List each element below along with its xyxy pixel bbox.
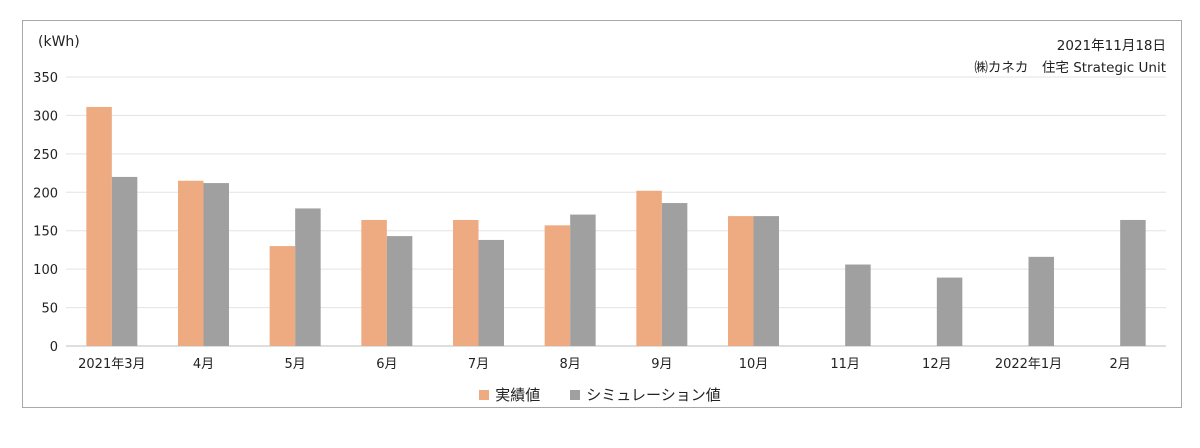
x-tick-label: 8月 xyxy=(560,357,581,372)
bar-actual xyxy=(86,106,112,346)
x-tick-label: 9月 xyxy=(651,357,672,372)
legend-item-simulation: シミュレーション値 xyxy=(570,384,721,405)
bar-actual xyxy=(361,219,387,346)
bar-simulation xyxy=(203,183,229,346)
y-tick-label: 250 xyxy=(33,148,58,163)
y-tick-label: 100 xyxy=(33,263,58,278)
x-tick-label: 2021年3月 xyxy=(78,357,145,372)
chart-organization: ㈱カネカ 住宅 Strategic Unit xyxy=(974,60,1166,76)
y-unit-label: (kWh) xyxy=(38,34,80,50)
bar-actual xyxy=(636,190,662,346)
bar-simulation xyxy=(570,214,596,346)
bar-simulation xyxy=(753,216,779,346)
legend-label-actual: 実績値 xyxy=(495,386,541,404)
y-tick-label: 50 xyxy=(41,302,58,317)
bar-actual xyxy=(178,180,204,346)
bar-actual xyxy=(269,246,296,346)
x-tick-label: 5月 xyxy=(285,357,306,372)
bar-actual xyxy=(544,225,571,346)
y-tick-label: 0 xyxy=(50,340,58,355)
legend-swatch-simulation xyxy=(570,389,581,400)
bar-simulation xyxy=(936,277,963,346)
bar-simulation xyxy=(1120,219,1146,346)
y-tick-label: 200 xyxy=(33,186,58,201)
legend-label-simulation: シミュレーション値 xyxy=(586,386,721,404)
x-tick-label: 10月 xyxy=(739,357,769,372)
x-tick-label: 7月 xyxy=(468,357,489,372)
x-tick-label: 4月 xyxy=(193,357,214,372)
bar-simulation xyxy=(295,208,321,346)
x-tick-label: 2月 xyxy=(1110,357,1131,372)
x-tick-label: 6月 xyxy=(376,357,397,372)
bar-actual xyxy=(453,219,479,346)
bar-simulation xyxy=(661,203,688,346)
legend-item-actual: 実績値 xyxy=(479,384,540,405)
y-tick-label: 350 xyxy=(33,71,58,86)
bar-actual xyxy=(728,216,754,346)
y-tick-label: 300 xyxy=(33,109,58,124)
x-tick-label: 12月 xyxy=(922,357,952,372)
x-tick-label: 2022年1月 xyxy=(995,357,1062,372)
bar-simulation xyxy=(111,176,138,346)
chart-date: 2021年11月18日 xyxy=(1056,38,1166,54)
legend: 実績値 シミュレーション値 xyxy=(0,384,1200,405)
legend-swatch-actual xyxy=(479,389,490,400)
bar-simulation xyxy=(845,264,871,346)
bar-simulation xyxy=(478,239,504,346)
x-tick-label: 11月 xyxy=(830,357,860,372)
y-tick-label: 150 xyxy=(33,225,58,240)
bar-simulation xyxy=(386,236,413,346)
bar-simulation xyxy=(1028,256,1054,346)
